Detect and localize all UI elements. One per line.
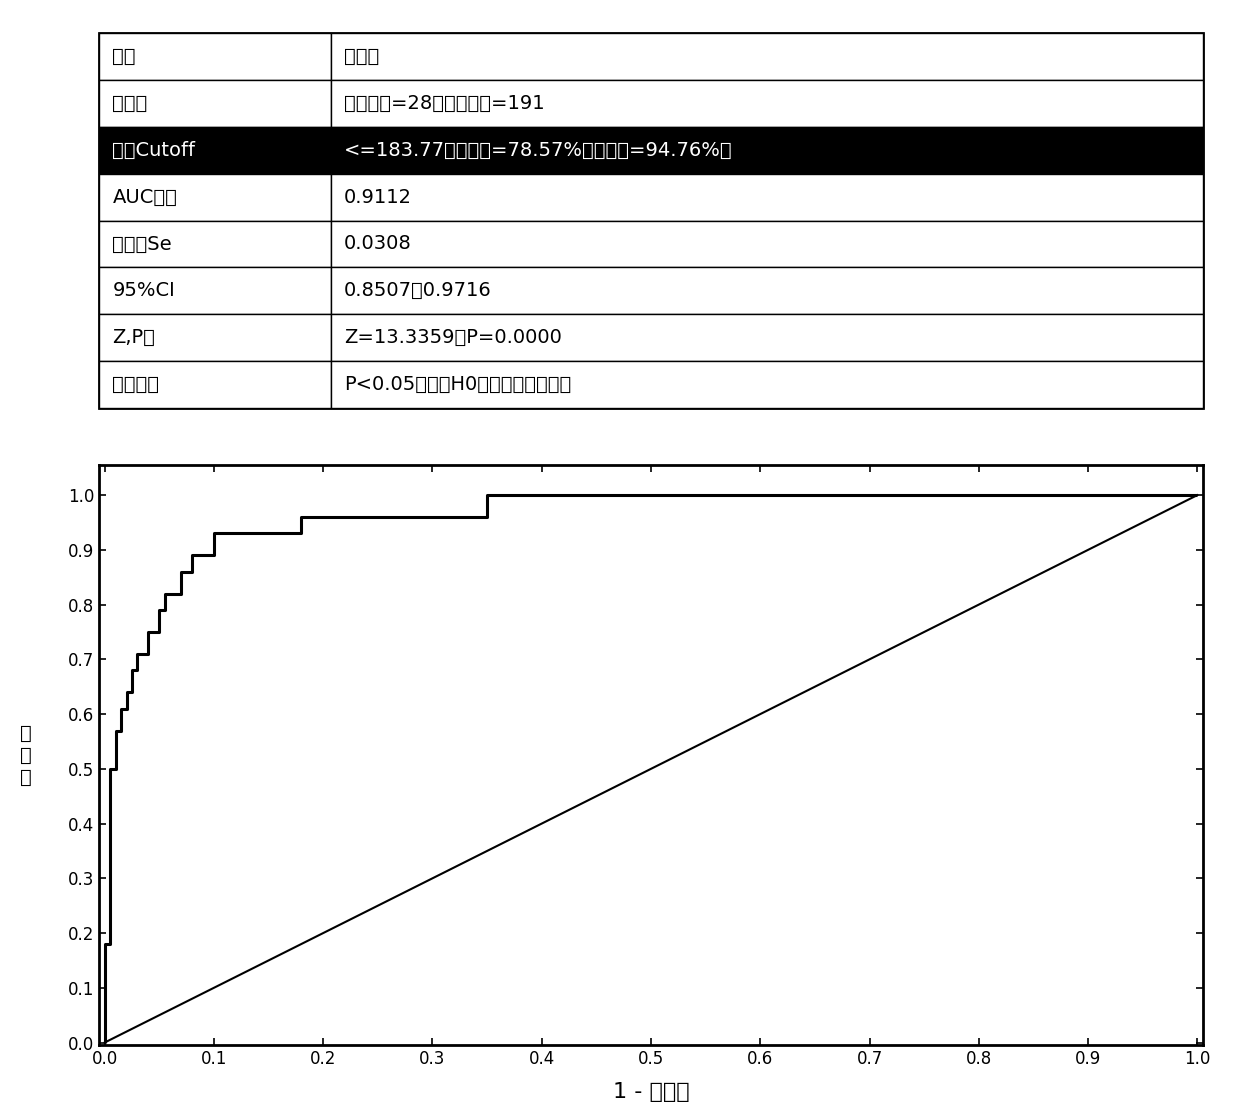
Bar (99, 173, 331, 220)
Text: Z=13.3359，P=0.0000: Z=13.3359，P=0.0000 (345, 328, 562, 347)
Text: <=183.77（灵敏度=78.57%；特异性=94.76%）: <=183.77（灵敏度=78.57%；特异性=94.76%） (345, 141, 733, 160)
Text: 阳性样本=28，阴性样本=191: 阳性样本=28，阴性样本=191 (345, 95, 544, 113)
Text: AUC面积: AUC面积 (113, 188, 177, 207)
Bar (331, 33, 1203, 80)
Text: 0.0308: 0.0308 (345, 235, 412, 254)
Bar (331, 267, 1203, 314)
Bar (99, 220, 331, 267)
X-axis label: 1 - 特异性: 1 - 特异性 (613, 1082, 689, 1102)
Bar (331, 220, 1203, 267)
Text: 标准误Se: 标准误Se (113, 235, 172, 254)
Text: 样本量: 样本量 (113, 95, 148, 113)
Y-axis label: 灵
敏
度: 灵 敏 度 (20, 724, 32, 786)
Text: 0.8507～0.9716: 0.8507～0.9716 (345, 281, 492, 300)
Bar (331, 127, 1203, 173)
Bar (99, 267, 331, 314)
Text: 最适Cutoff: 最适Cutoff (113, 141, 196, 160)
Bar (99, 80, 331, 127)
Text: P<0.05，拒绝H0，试剂有诊断意义: P<0.05，拒绝H0，试剂有诊断意义 (345, 375, 572, 394)
Text: 95%CI: 95%CI (113, 281, 175, 300)
Text: Z,P值: Z,P值 (113, 328, 155, 347)
Bar (99, 314, 331, 361)
Text: 0.9112: 0.9112 (345, 188, 412, 207)
Bar (331, 80, 1203, 127)
Bar (331, 361, 1203, 408)
Bar (99, 33, 331, 80)
Text: 检验结果: 检验结果 (113, 375, 160, 394)
Text: 编号: 编号 (113, 47, 136, 67)
Bar (99, 127, 331, 173)
Bar (331, 173, 1203, 220)
Bar (99, 361, 331, 408)
Bar (331, 314, 1203, 361)
Text: 统计值: 统计值 (345, 47, 379, 67)
